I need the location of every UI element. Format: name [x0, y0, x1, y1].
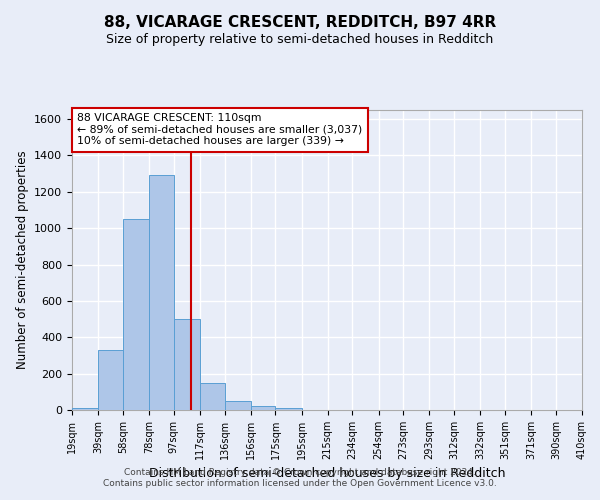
Text: Contains HM Land Registry data © Crown copyright and database right 2024.
Contai: Contains HM Land Registry data © Crown c…: [103, 468, 497, 487]
Bar: [72, 408, 98, 410]
Bar: [275, 408, 302, 410]
X-axis label: Distribution of semi-detached houses by size in Redditch: Distribution of semi-detached houses by …: [149, 468, 505, 480]
Bar: [149, 176, 174, 410]
Bar: [98, 350, 123, 410]
Bar: [200, 382, 224, 410]
Bar: [251, 406, 275, 410]
Bar: [224, 401, 251, 410]
Y-axis label: Number of semi-detached properties: Number of semi-detached properties: [16, 150, 29, 370]
Bar: [123, 219, 149, 410]
Text: 88 VICARAGE CRESCENT: 110sqm
← 89% of semi-detached houses are smaller (3,037)
1: 88 VICARAGE CRESCENT: 110sqm ← 89% of se…: [77, 113, 362, 146]
Bar: [174, 319, 200, 410]
Text: 88, VICARAGE CRESCENT, REDDITCH, B97 4RR: 88, VICARAGE CRESCENT, REDDITCH, B97 4RR: [104, 15, 496, 30]
Text: Size of property relative to semi-detached houses in Redditch: Size of property relative to semi-detach…: [106, 32, 494, 46]
